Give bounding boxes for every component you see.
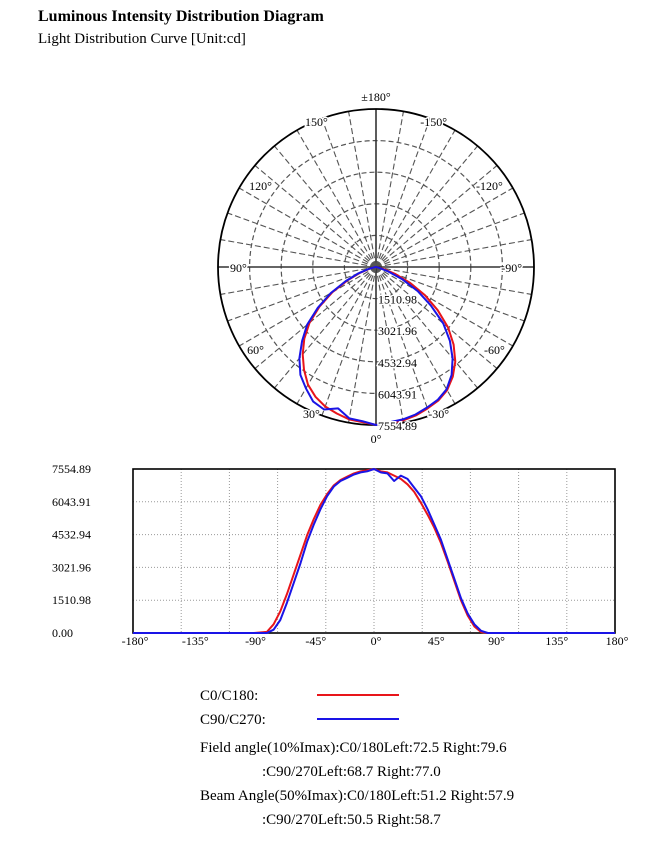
- polar-spoke: [254, 266, 377, 369]
- legend-label-c90: C90/C270:: [200, 712, 266, 728]
- diagram-title: Luminous Intensity Distribution Diagram: [38, 8, 324, 25]
- polar-ring-label: 4532.94: [378, 356, 417, 370]
- polar-angle-label: -150°: [420, 115, 447, 129]
- linear-x-tick-label: -180°: [122, 634, 149, 648]
- polar-spoke: [227, 212, 377, 268]
- legend-line-c0: [317, 694, 399, 696]
- legend-label-c0: C0/C180:: [200, 688, 259, 704]
- linear-plot-frame: [132, 468, 616, 634]
- polar-angle-label: 90°: [230, 261, 247, 275]
- field-angle-line-1: Field angle(10%Imax):C0/180Left:72.5 Rig…: [200, 740, 507, 756]
- polar-spoke: [375, 165, 498, 268]
- polar-spoke: [220, 266, 377, 295]
- polar-spoke: [375, 111, 404, 268]
- polar-angle-label: ±180°: [361, 90, 391, 104]
- polar-spoke: [348, 266, 377, 423]
- polar-spoke: [375, 212, 525, 268]
- polar-curve-c90-c270: [298, 266, 454, 426]
- polar-spoke: [375, 187, 514, 268]
- polar-ring-label: 3021.96: [378, 324, 417, 338]
- polar-angle-label: 60°: [247, 343, 264, 357]
- beam-angle-line-2: :C90/270Left:50.5 Right:58.7: [262, 812, 441, 828]
- linear-y-tick-label: 1510.98: [52, 593, 91, 607]
- polar-spoke: [375, 266, 404, 423]
- polar-spoke: [254, 165, 377, 268]
- linear-x-tick-label: 135°: [545, 634, 568, 648]
- polar-spoke: [375, 145, 478, 268]
- polar-spoke: [375, 129, 456, 268]
- polar-angle-label: 120°: [249, 179, 272, 193]
- polar-chart: 1510.98 3021.96 4532.94 6043.91 7554.89 ±180°…: [217, 89, 535, 448]
- polar-angle-label: -30°: [428, 407, 449, 421]
- polar-angle-label: -90°: [501, 261, 522, 275]
- linear-y-tick-label: 6043.91: [52, 495, 91, 509]
- diagram-subtitle: Light Distribution Curve [Unit:cd]: [38, 31, 246, 47]
- linear-x-tick-label: -135°: [182, 634, 209, 648]
- polar-spoke: [375, 266, 514, 347]
- linear-x-tick-label: -45°: [305, 634, 326, 648]
- polar-spoke: [296, 129, 377, 268]
- beam-angle-line-1: Beam Angle(50%Imax):C0/180Left:51.2 Righ…: [200, 788, 515, 804]
- polar-spoke: [220, 239, 377, 268]
- polar-spoke: [227, 266, 377, 322]
- polar-spoke: [348, 111, 377, 268]
- linear-x-tick-label: 0°: [371, 634, 382, 648]
- polar-spoke: [375, 239, 532, 268]
- linear-x-tick-label: 90°: [488, 634, 505, 648]
- linear-curve-c90-c270: [133, 468, 615, 634]
- polar-angle-label: 30°: [303, 407, 320, 421]
- polar-spoke: [321, 266, 377, 416]
- polar-spoke: [375, 266, 456, 405]
- polar-spoke: [375, 266, 525, 322]
- linear-curve-c0-c180: [133, 468, 615, 634]
- polar-angle-label: 150°: [305, 115, 328, 129]
- polar-spoke: [375, 266, 431, 416]
- polar-angle-label: 0°: [371, 432, 382, 446]
- polar-spoke: [238, 266, 377, 347]
- polar-spoke: [321, 118, 377, 268]
- polar-spoke: [274, 145, 377, 268]
- linear-x-tick-label: 180°: [606, 634, 629, 648]
- polar-spoke: [375, 118, 431, 268]
- polar-angle-label: -60°: [484, 343, 505, 357]
- linear-y-tick-label: 7554.89: [52, 462, 91, 476]
- linear-y-tick-label: 3021.96: [52, 560, 91, 574]
- polar-spoke: [375, 266, 478, 389]
- polar-spoke: [296, 266, 377, 405]
- polar-ring-label: 6043.91: [378, 387, 417, 401]
- linear-y-tick-label: 0.00: [52, 626, 73, 640]
- linear-y-tick-label: 4532.94: [52, 528, 91, 542]
- linear-x-tick-label: -90°: [245, 634, 266, 648]
- polar-spoke: [274, 266, 377, 389]
- polar-spoke: [375, 266, 498, 369]
- polar-spoke: [238, 187, 377, 268]
- legend-line-c90: [317, 718, 399, 720]
- polar-spoke: [375, 266, 532, 295]
- linear-x-tick-label: 45°: [428, 634, 445, 648]
- polar-angle-label: -120°: [476, 179, 503, 193]
- field-angle-line-2: :C90/270Left:68.7 Right:77.0: [262, 764, 441, 780]
- polar-ring-label: 1510.98: [378, 293, 417, 307]
- polar-ring-label: 7554.89: [378, 419, 417, 433]
